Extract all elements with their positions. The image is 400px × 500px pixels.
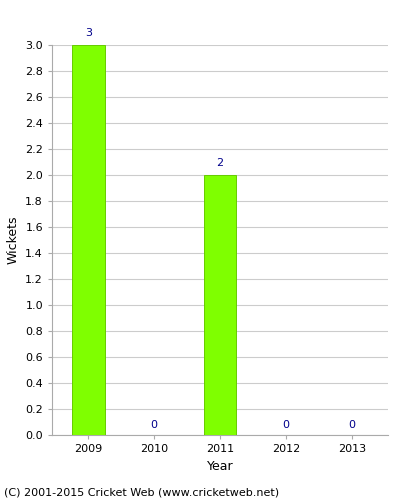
Text: 2: 2 — [216, 158, 224, 168]
Text: (C) 2001-2015 Cricket Web (www.cricketweb.net): (C) 2001-2015 Cricket Web (www.cricketwe… — [4, 488, 279, 498]
Text: 0: 0 — [282, 420, 289, 430]
Bar — [204, 175, 236, 435]
Text: 3: 3 — [85, 28, 92, 38]
Text: 0: 0 — [151, 420, 158, 430]
Text: 0: 0 — [348, 420, 355, 430]
Bar — [72, 45, 105, 435]
Y-axis label: Wickets: Wickets — [6, 216, 20, 264]
X-axis label: Year: Year — [207, 460, 233, 472]
